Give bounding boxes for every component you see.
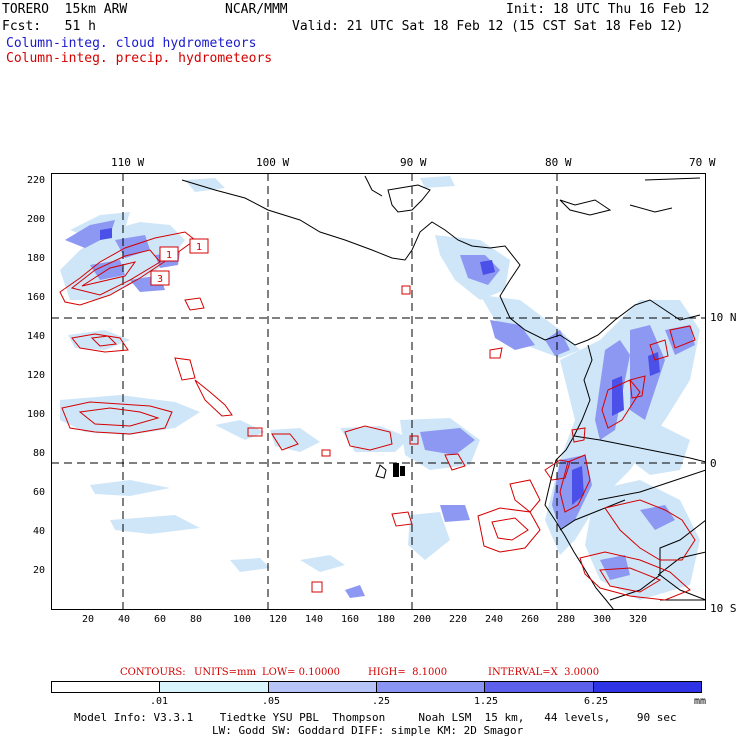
contours-interval: INTERVAL=X 3.0000	[488, 667, 600, 678]
contours-label: CONTOURS:	[120, 667, 186, 678]
y-index-label: 60	[33, 487, 46, 498]
lon-label: 100 W	[256, 156, 290, 169]
x-index-label: 220	[449, 614, 468, 625]
precip-contours	[59, 231, 696, 601]
colorbar-label: 6.25	[584, 696, 609, 707]
x-index-label: 40	[118, 614, 131, 625]
colorbar-bin	[592, 682, 701, 692]
colorbar-label: .05	[262, 696, 281, 707]
lat-label: 0	[710, 457, 717, 470]
x-index-label: 200	[413, 614, 432, 625]
colorbar-bin	[484, 682, 593, 692]
lon-label: 80 W	[545, 156, 572, 169]
colorbar-bin	[159, 682, 268, 692]
y-index-label: 220	[27, 175, 46, 186]
x-index-label: 260	[521, 614, 540, 625]
y-index-label: 80	[33, 448, 46, 459]
contours-units: UNITS=mm	[194, 667, 256, 678]
graticule	[51, 173, 706, 610]
x-index-label: 180	[377, 614, 396, 625]
y-index-label: 40	[33, 526, 46, 537]
y-index-label: 100	[27, 409, 46, 420]
y-index-label: 160	[27, 292, 46, 303]
colorbar	[51, 681, 702, 693]
x-index-label: 120	[269, 614, 288, 625]
lat-label: 10 N	[710, 311, 737, 324]
model-run-title: TORERO 15km ARW	[2, 2, 128, 17]
x-index-label: 100	[233, 614, 252, 625]
y-index-label: 180	[27, 253, 46, 264]
cloud-field-label: Column-integ. cloud hydrometeors	[6, 36, 257, 51]
lon-label: 90 W	[400, 156, 427, 169]
x-index-label: 20	[82, 614, 95, 625]
lat-label: 10 S	[710, 602, 737, 615]
valid-time: Valid: 21 UTC Sat 18 Feb 12 (15 CST Sat …	[292, 19, 684, 34]
colorbar-label: .25	[372, 696, 391, 707]
y-index-label: 120	[27, 370, 46, 381]
forecast-hour: Fcst: 51 h	[2, 19, 96, 34]
precip-field-label: Column-integ. precip. hydrometeors	[6, 51, 273, 66]
contours-high: HIGH= 8.1000	[368, 667, 448, 678]
y-index-label: 200	[27, 214, 46, 225]
x-index-label: 240	[485, 614, 504, 625]
colorbar-label: .01	[150, 696, 169, 707]
map-frame	[51, 173, 706, 610]
colorbar-label: 1.25	[474, 696, 499, 707]
colorbar-unit: mm	[694, 696, 707, 707]
organization-label: NCAR/MMM	[225, 2, 288, 17]
x-index-label: 320	[629, 614, 648, 625]
cloud-shading	[60, 176, 700, 600]
lon-label: 110 W	[111, 156, 145, 169]
x-index-label: 140	[305, 614, 324, 625]
island-cluster	[393, 463, 405, 477]
init-time: Init: 18 UTC Thu 16 Feb 12	[506, 2, 710, 17]
colorbar-bin	[267, 682, 376, 692]
x-index-label: 80	[190, 614, 203, 625]
coastlines	[181, 175, 706, 610]
contour-label: 1	[166, 250, 172, 261]
x-index-label: 60	[154, 614, 167, 625]
lon-label: 70 W	[689, 156, 716, 169]
x-index-label: 300	[593, 614, 612, 625]
contour-label: 3	[157, 274, 163, 285]
y-index-label: 140	[27, 331, 46, 342]
contour-label-boxes	[150, 238, 209, 286]
map-panel: 1 1 3	[51, 173, 706, 610]
y-index-label: 20	[33, 565, 46, 576]
contours-low: LOW= 0.10000	[262, 667, 341, 678]
x-index-label: 280	[557, 614, 576, 625]
model-info-line2: LW: Godd SW: Goddard DIFF: simple KM: 2D…	[212, 724, 524, 737]
colorbar-bin	[52, 682, 160, 692]
x-index-label: 160	[341, 614, 360, 625]
model-info-line1: Model Info: V3.3.1 Tiedtke YSU PBL Thomp…	[74, 711, 677, 724]
contour-label: 1	[196, 242, 202, 253]
colorbar-bin	[375, 682, 485, 692]
